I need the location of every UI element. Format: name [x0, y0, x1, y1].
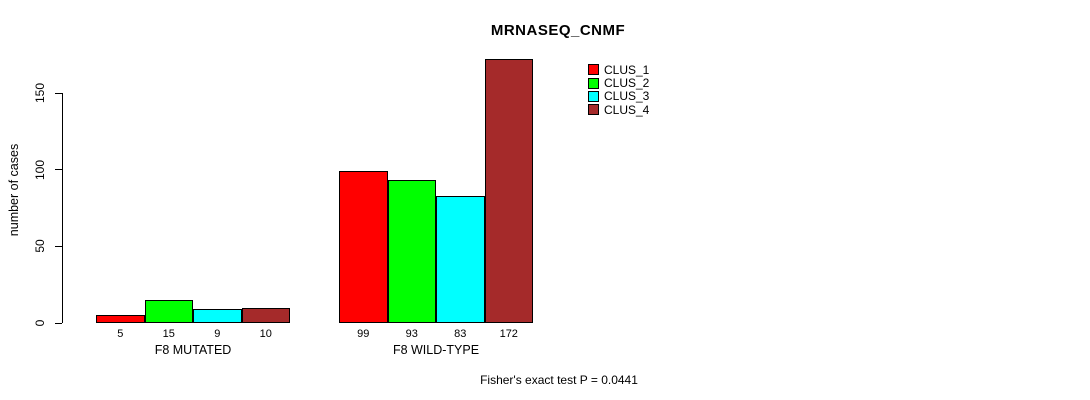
- bar-clus_3-f8-wild-type: [436, 196, 485, 323]
- y-tick-mark: [55, 322, 62, 324]
- bar-value-label: 172: [499, 328, 518, 340]
- legend-swatch-icon: [588, 104, 599, 116]
- legend-row: CLUS_3: [588, 89, 650, 104]
- legend-swatch-icon: [588, 77, 599, 89]
- bar-value-label: 99: [357, 328, 370, 340]
- legend-label: CLUS_3: [604, 89, 650, 104]
- y-axis-line: [62, 93, 63, 323]
- y-axis-title: number of cases: [7, 143, 21, 237]
- chart-title: MRNASEQ_CNMF: [490, 22, 626, 39]
- y-tick-label: 150: [33, 82, 47, 104]
- legend-row: CLUS_2: [588, 76, 650, 91]
- legend-row: CLUS_1: [588, 62, 650, 77]
- y-tick-mark: [55, 92, 62, 94]
- bar-clus_4-f8-wild-type: [484, 59, 533, 323]
- legend-label: CLUS_2: [604, 76, 650, 91]
- y-tick-mark: [55, 169, 62, 171]
- bar-value-label: 93: [405, 328, 418, 340]
- x-category-label: F8 WILD-TYPE: [392, 343, 480, 357]
- y-tick-mark: [55, 245, 62, 247]
- bar-clus_3-f8-mutated: [193, 309, 242, 323]
- stat-annotation: Fisher's exact test P = 0.0441: [480, 373, 638, 387]
- legend-row: CLUS_4: [588, 102, 650, 117]
- chart-legend: CLUS_1 CLUS_2 CLUS_3 CLUS_4: [588, 63, 649, 117]
- bar-value-label: 9: [214, 328, 221, 340]
- bar-clus_1-f8-wild-type: [339, 171, 388, 323]
- bar-value-label: 5: [117, 328, 124, 340]
- bar-value-label: 15: [162, 328, 175, 340]
- legend-label: CLUS_4: [604, 102, 650, 117]
- y-tick-label: 100: [33, 159, 47, 180]
- bar-clus_2-f8-wild-type: [387, 180, 436, 323]
- y-tick-label: 50: [33, 239, 47, 254]
- bar-clus_4-f8-mutated: [241, 308, 290, 323]
- bar-clus_1-f8-mutated: [96, 315, 145, 323]
- legend-label: CLUS_1: [604, 62, 650, 77]
- x-category-label: F8 MUTATED: [154, 343, 232, 357]
- y-tick-label: 0: [33, 319, 47, 327]
- legend-swatch-icon: [588, 64, 599, 76]
- bar-clus_2-f8-mutated: [144, 300, 193, 323]
- legend-swatch-icon: [588, 90, 599, 102]
- bar-value-label: 10: [259, 328, 272, 340]
- bar-value-label: 83: [454, 328, 467, 340]
